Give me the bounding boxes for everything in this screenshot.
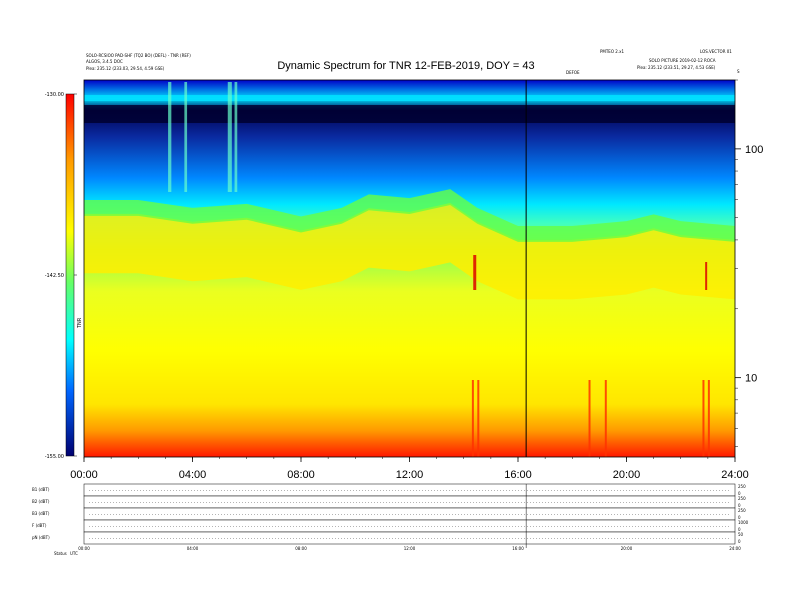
header-right-small-1: PMTEO 2.x1	[600, 49, 624, 54]
panel-row	[83, 519, 736, 533]
spike-streak	[604, 380, 607, 457]
burst-streak	[184, 82, 188, 192]
burst-streak	[227, 82, 232, 192]
header-position-left: Plea: 235.12 (233.03, 29.54, 4.59 GSE)	[86, 66, 165, 71]
header-right-small-2: LOS.VECTOR 01	[700, 49, 732, 54]
chart-title: Dynamic Spectrum for TNR 12-FEB-2019, DO…	[277, 60, 534, 72]
colorbar-label: TNR	[77, 317, 83, 329]
x-axis: 00:00 04:00 08:00 12:00 16:00 20:00 24:00	[70, 457, 749, 481]
panels-status-label: Status	[54, 551, 67, 556]
x-tick-label: 12:00	[396, 469, 424, 481]
red-feature	[705, 262, 708, 290]
marker-label: DEFOE	[566, 70, 580, 75]
colorbar-ticks: -130.00 -142.50 -155.00	[45, 92, 77, 460]
panel-row-label: F (dBT)	[32, 523, 47, 528]
corner-mark: S	[737, 69, 740, 74]
panel-x-tick-label: 00:00	[78, 546, 90, 551]
x-tick-label: 08:00	[287, 469, 315, 481]
panel-row-tick: 0	[738, 527, 741, 532]
panel-row-tick: 0	[738, 515, 741, 520]
panel-row-tick: 0	[738, 503, 741, 508]
dark-band	[84, 105, 735, 123]
panel-row-label: B3 (dBT)	[32, 511, 50, 516]
panel-x-tick-label: 04:00	[187, 546, 199, 551]
header-algo-line: ALGOS, 3.4.5 DOC	[86, 59, 123, 64]
spike-streak	[477, 380, 480, 457]
y-tick-label: 10	[745, 373, 757, 385]
panel-x-tick-label: 16:00	[512, 546, 524, 551]
panel-row-tick: 0	[738, 539, 741, 544]
red-feature	[473, 255, 477, 290]
burst-streak	[234, 82, 238, 192]
colorbar	[65, 93, 75, 457]
panel-row	[83, 495, 736, 509]
panel-row-label: pN (dBT)	[32, 535, 50, 540]
y-axis-right: 100 10	[735, 79, 763, 447]
x-tick-label: 20:00	[613, 469, 641, 481]
panel-row	[83, 483, 736, 497]
cyan-stripe	[84, 95, 735, 101]
panel-row-tick: 250	[738, 496, 746, 501]
header-right-line-2: SOLO PICTURE 2019-02-12 ROCA	[649, 58, 716, 63]
spike-streak	[588, 380, 591, 457]
x-tick-label: 00:00	[70, 469, 98, 481]
x-tick-label: 04:00	[179, 469, 207, 481]
spike-streak	[707, 380, 710, 457]
colorbar-tick-label: -155.00	[45, 454, 64, 460]
panel-row	[83, 507, 736, 521]
panel-x-tick-label: 12:00	[404, 546, 416, 551]
y-tick-label: 100	[745, 144, 763, 156]
panel-row-tick: 250	[738, 508, 746, 513]
colorbar-tick-label: -130.00	[45, 92, 64, 98]
header-source-line: SOLO-RCSIOO PAD-SHF (TQ2 BO) (DEFL) - TN…	[86, 53, 191, 58]
panels-utc-label: UTC	[70, 551, 78, 556]
panel-row-tick: 0	[738, 491, 741, 496]
burst-streak	[168, 82, 172, 192]
spike-streak	[471, 380, 474, 457]
panel-row-tick: 1000	[738, 520, 749, 525]
spectrogram-features	[84, 82, 735, 457]
colorbar-tick-label: -142.50	[45, 273, 64, 279]
x-tick-label: 24:00	[721, 469, 749, 481]
x-tick-label: 16:00	[504, 469, 532, 481]
spike-streak	[702, 380, 705, 457]
spectrogram	[83, 79, 736, 458]
panel-row	[83, 531, 736, 545]
band-green-edge	[84, 189, 735, 242]
panel-row-tick: 250	[738, 484, 746, 489]
header-position-right: Plea: 235.12 (233.51, 29.27, 4.53 GSE)	[637, 65, 716, 70]
panel-x-tick-label: 08:00	[295, 546, 307, 551]
band-bright	[84, 202, 735, 300]
panel-x-tick-label: 20:00	[621, 546, 633, 551]
panel-row-label: B1 (dBT)	[32, 487, 50, 492]
panel-row-tick: 50	[738, 532, 744, 537]
panel-row-label: B2 (dBT)	[32, 499, 50, 504]
panel-x-tick-label: 24:00	[729, 546, 741, 551]
